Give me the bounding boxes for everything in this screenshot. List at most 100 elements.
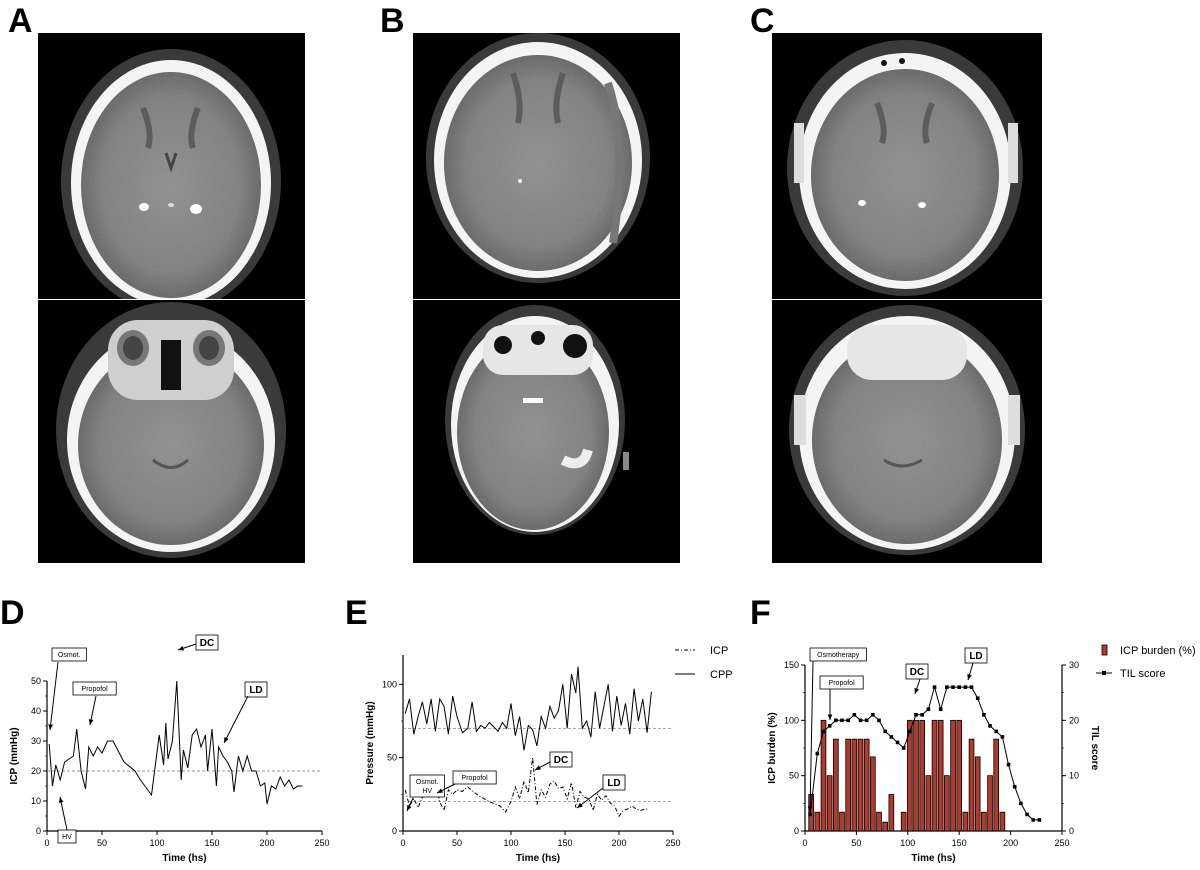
y-tick-label: 150 bbox=[784, 660, 799, 670]
icp-burden-bar bbox=[820, 719, 827, 832]
annotation-dc-box bbox=[195, 634, 219, 651]
annotation-dc-arrow-head bbox=[178, 646, 184, 651]
y2-tick-label: 30 bbox=[1069, 660, 1079, 670]
til-score-point bbox=[1025, 812, 1029, 817]
y2-tick-label: 20 bbox=[1069, 715, 1079, 725]
til-score-point bbox=[1012, 784, 1017, 789]
ct-image-c-top bbox=[772, 33, 1042, 299]
y-tick-label: 30 bbox=[31, 736, 41, 746]
til-score-point bbox=[969, 685, 974, 689]
icp-burden-bar bbox=[974, 756, 981, 832]
til-score-point bbox=[871, 713, 875, 717]
icp-burden-bar bbox=[833, 738, 839, 832]
til-score-point bbox=[846, 718, 850, 723]
ct-image-a-bottom bbox=[38, 300, 305, 563]
annotation-osmot-box bbox=[51, 647, 87, 662]
annotation-osmotherapy-arrow-line bbox=[809, 660, 814, 813]
icp-burden-bar bbox=[882, 821, 888, 832]
annotation-propofol-box bbox=[72, 681, 117, 696]
icp-burden-bar bbox=[962, 811, 969, 832]
x-axis-label: Time (hs) bbox=[911, 853, 955, 864]
annotation-ld-box bbox=[602, 774, 626, 791]
cpp-series-line bbox=[404, 666, 652, 751]
icp-burden-bar bbox=[944, 775, 950, 832]
annotation-propofol-arrow-head bbox=[88, 719, 94, 725]
til-score-point bbox=[1031, 818, 1036, 822]
icp-series-line bbox=[404, 757, 650, 818]
icp-chart: 0 50 100 150 200 250 0 10 20 30 40 50 Time (hs) ICP (… bbox=[9, 634, 330, 864]
panel-label-f: F bbox=[750, 594, 771, 632]
annotation-propofol-box bbox=[452, 770, 497, 785]
ct-image-c-bottom bbox=[772, 300, 1042, 563]
annotation-ld-box bbox=[964, 647, 988, 664]
til-score-point bbox=[827, 724, 832, 728]
annotation-osmotherapy-label: Osmotherapy bbox=[817, 652, 860, 659]
til-score-point bbox=[1019, 801, 1023, 806]
icp-burden-bar bbox=[888, 794, 895, 832]
y2-tick-label: 10 bbox=[1069, 771, 1079, 781]
annotation-dc-label: DC bbox=[554, 755, 568, 766]
icp-burden-bar bbox=[839, 811, 845, 832]
annotation-dc-arrow-head bbox=[535, 765, 541, 770]
icp-burden-bar bbox=[851, 738, 858, 832]
y-tick-label: 50 bbox=[31, 676, 41, 686]
x-tick-label: 0 bbox=[802, 838, 807, 848]
legend-burden-label: ICP burden (%) bbox=[1120, 645, 1196, 657]
legend-burden-swatch bbox=[1101, 644, 1108, 656]
icp-burden-bar bbox=[999, 811, 1006, 832]
legend-til-label: TIL score bbox=[1120, 668, 1165, 680]
panel-label-a: A bbox=[8, 2, 33, 40]
icp-burden-bar bbox=[956, 719, 963, 832]
annotation-propofol-arrow-head bbox=[827, 714, 833, 720]
x-tick-label: 50 bbox=[97, 838, 107, 848]
icp-burden-bar bbox=[845, 738, 851, 832]
til-score-point bbox=[908, 729, 912, 734]
annotation-ld-label: LD bbox=[607, 778, 620, 789]
x-tick-label: 150 bbox=[204, 838, 219, 848]
icp-burden-bar bbox=[968, 738, 975, 832]
til-score-point bbox=[858, 718, 863, 723]
y-tick-label: 40 bbox=[31, 706, 41, 716]
annotation-osmotherapy-box bbox=[809, 647, 867, 662]
y-tick-label: 0 bbox=[794, 826, 799, 836]
annotation-dc-label: DC bbox=[200, 638, 214, 649]
til-score-point bbox=[963, 685, 968, 689]
til-score-point bbox=[938, 707, 943, 712]
annotation-hv-arrow-line bbox=[59, 796, 68, 831]
annotation-propofol-label: Propofol bbox=[82, 686, 109, 693]
legend-icp-label: ICP bbox=[710, 645, 728, 657]
annotation-osmot-arrow-line bbox=[49, 661, 59, 731]
til-score-point bbox=[901, 746, 906, 750]
til-score-point bbox=[926, 707, 931, 712]
x-tick-label: 50 bbox=[851, 838, 861, 848]
ct-image-b-top bbox=[413, 33, 680, 299]
til-score-point bbox=[895, 740, 900, 745]
icp-burden-bar bbox=[876, 811, 882, 832]
y-tick-label: 100 bbox=[382, 679, 397, 689]
x-axis-label: Time (hs) bbox=[162, 853, 206, 864]
icp-burden-bar bbox=[950, 719, 956, 832]
x-tick-label: 250 bbox=[1054, 838, 1069, 848]
annotation-osmot-hv-label: Osmot. bbox=[416, 779, 439, 786]
x-tick-label: 250 bbox=[665, 838, 680, 848]
x-axis-label: Time (hs) bbox=[516, 853, 560, 864]
icp-burden-bar bbox=[907, 719, 913, 832]
annotation-propofol-arrow-head bbox=[437, 788, 443, 793]
y-tick-label: 0 bbox=[36, 826, 41, 836]
til-score-point bbox=[883, 729, 887, 734]
til-score-point bbox=[808, 812, 812, 817]
annotation-ld-arrow-line bbox=[223, 695, 249, 744]
icp-burden-bar bbox=[826, 775, 833, 832]
til-score-point bbox=[1006, 762, 1011, 767]
annotation-dc-box bbox=[905, 663, 929, 680]
y2-tick-label: 0 bbox=[1069, 826, 1074, 836]
pressure-chart: 0 50 100 150 200 250 0 50 100 Time (hs) Pressure (… bbox=[365, 645, 733, 864]
x-tick-label: 200 bbox=[611, 838, 626, 848]
annotation-propofol-label: Propofol bbox=[462, 775, 489, 782]
til-score-point bbox=[975, 696, 980, 700]
icp-burden-bar bbox=[981, 811, 987, 832]
annotation-hv-arrow-head bbox=[58, 797, 64, 803]
til-score-point bbox=[994, 729, 999, 734]
til-score-point bbox=[821, 729, 826, 734]
annotation-ld-label: LD bbox=[969, 651, 982, 662]
